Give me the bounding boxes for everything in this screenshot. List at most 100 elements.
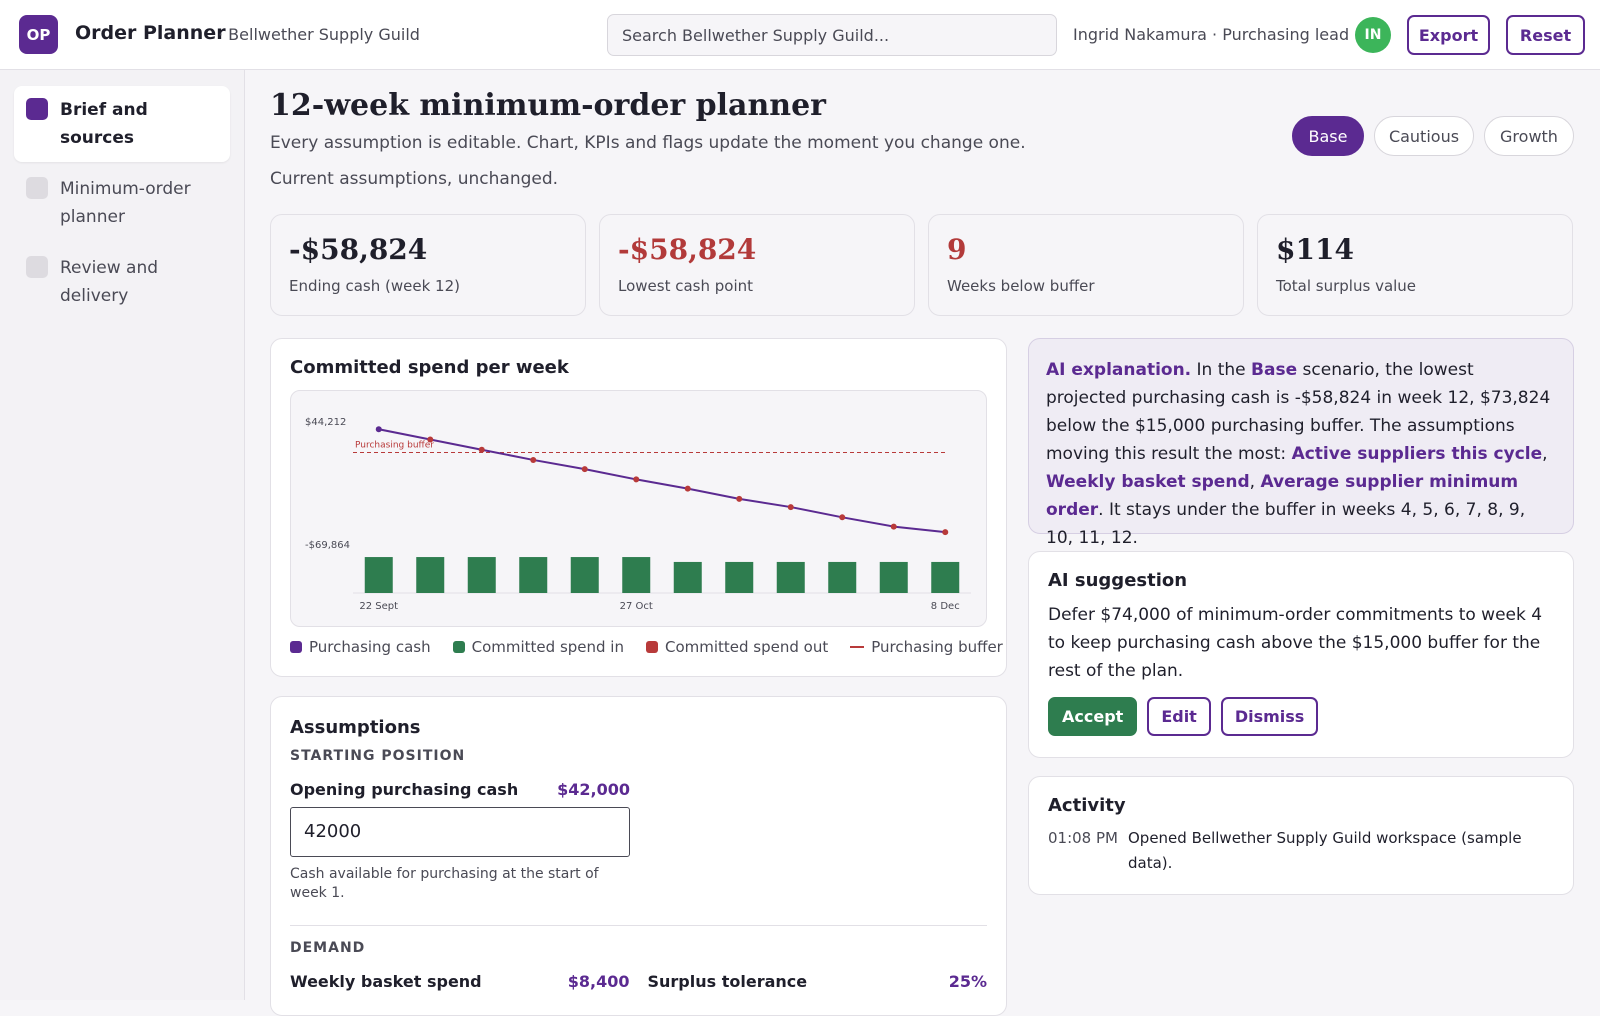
assumptions-card: Assumptions STARTING POSITION Opening purc… <box>270 696 1007 1016</box>
point <box>736 495 743 502</box>
ai-suggestion: AI suggestion Defer $74,000 of minimum-o… <box>1028 551 1574 758</box>
assumption-section: STARTING POSITION Opening purchasing cash… <box>290 748 987 903</box>
highlight: Average supplier minimum order <box>1046 472 1519 520</box>
buffer-label: Purchasing buffer <box>355 441 434 451</box>
legend-swatch <box>290 641 302 653</box>
suggestion-text: Defer $74,000 of minimum-order commitmen… <box>1048 605 1543 681</box>
text: scenario, the lowest projected purchasin… <box>1046 360 1551 464</box>
x-tick-label: 8 Dec <box>931 601 960 612</box>
suggestion-button[interactable]: Dismiss <box>1220 697 1319 736</box>
bar <box>519 557 548 593</box>
point <box>478 446 485 453</box>
field-header: Opening purchasing cash $42,000 <box>290 780 630 799</box>
point <box>787 504 794 511</box>
status: Current assumptions, unchanged. <box>270 169 559 189</box>
field-value: $8,400 <box>567 972 630 991</box>
kpi-label: Ending cash (week 12) <box>289 277 460 295</box>
scenario-pill[interactable]: Base <box>1292 116 1364 156</box>
bar <box>673 561 702 593</box>
kpi-card: -$58,824 Lowest cash point <box>599 214 915 316</box>
field: Surplus tolerance 25% <box>648 972 988 991</box>
field-header: Weekly basket spend $8,400 <box>290 972 630 991</box>
field-label: Surplus tolerance <box>647 972 808 991</box>
nav-step[interactable]: Brief and sources <box>14 86 230 162</box>
subtitle: Every assumption is editable. Chart, KPI… <box>270 133 1026 153</box>
field: Opening purchasing cash $42,000 42000 Cash … <box>290 780 630 903</box>
kpi-label: Total surplus value <box>1276 277 1417 295</box>
text: , <box>1249 472 1261 492</box>
section-heading: STARTING POSITION <box>290 748 466 764</box>
text: . It stays under the buffer in weeks 4, … <box>1046 500 1526 548</box>
bar <box>570 557 599 593</box>
export-button[interactable]: Export <box>1407 15 1490 55</box>
field-header: Surplus tolerance 25% <box>648 972 988 991</box>
bar <box>364 557 393 593</box>
point <box>890 523 897 530</box>
legend-label: Committed spend in <box>471 638 624 656</box>
assumptions-title: Assumptions <box>290 717 421 738</box>
activity-item: 01:08 PM Opened Bellwether Supply Guild w… <box>1048 826 1554 876</box>
field-value: $42,000 <box>557 780 630 799</box>
legend-item: Committed spend out <box>645 638 828 656</box>
step-icon <box>26 177 48 199</box>
step-icon <box>26 256 48 278</box>
search[interactable]: Search Bellwether Supply Guild... <box>607 14 1057 56</box>
x-tick-label: 27 Oct <box>620 601 653 612</box>
bar <box>622 557 651 593</box>
text: , <box>1542 444 1548 464</box>
field-row: Weekly basket spend $8,400 Surplus toleran… <box>290 972 987 991</box>
avatar: IN <box>1355 17 1391 53</box>
field-help: Cash available for purchasing at the sta… <box>290 866 599 901</box>
user: Ingrid Nakamura · Purchasing lead <box>1073 25 1350 44</box>
activity-title: Activity <box>1048 795 1126 816</box>
highlight: Active suppliers this cycle <box>1291 444 1543 464</box>
bar <box>879 561 908 593</box>
field-input[interactable]: 42000 <box>290 807 630 857</box>
reset-button[interactable]: Reset <box>1506 15 1585 55</box>
nav-step[interactable]: Minimum-order planner <box>14 165 230 241</box>
field-label: Weekly basket spend <box>290 972 482 991</box>
kpi-value: $114 <box>1276 233 1354 266</box>
nav-step[interactable]: Review and delivery <box>14 244 230 320</box>
step-label: Minimum-order planner <box>60 179 191 227</box>
activity-time: 01:08 PM <box>1048 829 1118 847</box>
bar <box>828 561 857 593</box>
suggestion-actions: Accept Edit Dismiss <box>1048 697 1554 736</box>
scenario-pill[interactable]: Growth <box>1484 116 1574 156</box>
suggestion-button[interactable]: Accept <box>1048 697 1138 736</box>
assumption-section: DEMAND Weekly basket spend $8,400 Surplus t… <box>290 925 987 991</box>
chart-card: Committed spend per week $44,212 -$69,864… <box>270 338 1007 677</box>
step-icon <box>26 98 48 120</box>
step-label: Brief and sources <box>60 100 148 148</box>
y-tick-label: $44,212 <box>305 417 346 428</box>
field-value: 25% <box>948 972 987 991</box>
legend-swatch <box>452 641 465 653</box>
legend-swatch <box>645 641 658 653</box>
suggestion-title: AI suggestion <box>1048 570 1188 591</box>
kpi-value: -$58,824 <box>618 233 757 266</box>
app-name: Order Planner <box>75 22 226 44</box>
x-tick-label: 22 Sept <box>359 601 398 612</box>
chart: $44,212 -$69,864 22 Sept 27 Oct 8 Dec Purchas… <box>290 390 987 627</box>
legend-label: Purchasing buffer <box>871 638 1003 656</box>
bar <box>416 557 445 593</box>
point <box>633 476 640 483</box>
legend: Purchasing cash Committed spend in Committ… <box>290 638 1003 656</box>
activity-text: Opened Bellwether Supply Guild workspace… <box>1127 829 1522 872</box>
bar <box>467 557 496 593</box>
ai-explanation: AI explanation. In the Base scenario, th… <box>1028 338 1574 548</box>
point <box>942 529 949 536</box>
field-row: Opening purchasing cash $42,000 42000 Cash … <box>290 780 987 903</box>
kpi-card: -$58,824 Ending cash (week 12) <box>270 214 586 316</box>
activity: Activity 01:08 PM Opened Bellwether Supply… <box>1028 776 1574 895</box>
point <box>375 426 382 433</box>
y-tick-label: -$69,864 <box>305 540 350 551</box>
scenario-pill[interactable]: Cautious <box>1374 116 1474 156</box>
line <box>378 428 946 534</box>
kpi-value: 9 <box>947 233 967 266</box>
bar <box>931 561 960 593</box>
sidebar: Brief and sources Minimum-order planner Re… <box>0 70 245 1000</box>
suggestion-button[interactable]: Edit <box>1147 697 1211 736</box>
kpi-label: Lowest cash point <box>618 277 754 295</box>
